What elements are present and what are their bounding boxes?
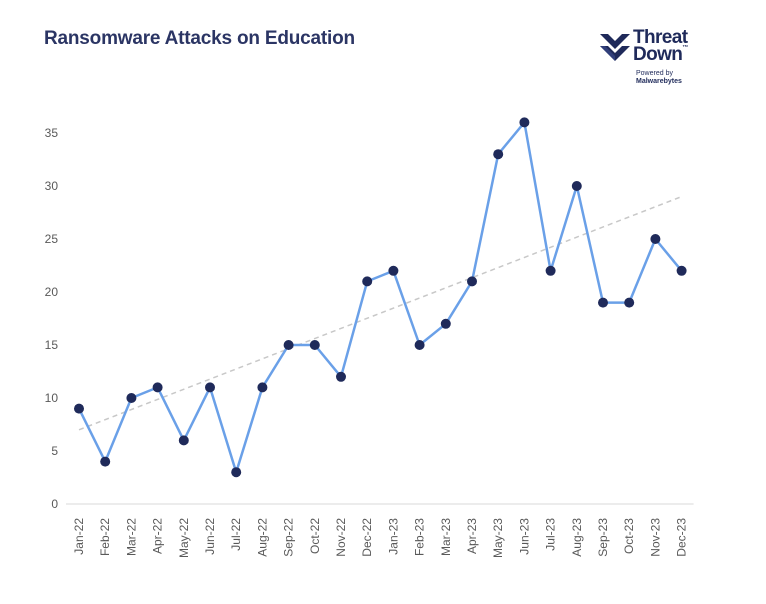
logo-powered-by: Powered by Malwarebytes — [636, 70, 682, 85]
data-point — [440, 318, 451, 329]
x-tick-label: Oct-23 — [622, 518, 636, 554]
x-tick-label: Aug-23 — [570, 518, 584, 557]
x-tick-label: Jul-23 — [544, 518, 558, 551]
data-point — [598, 297, 608, 308]
logo-powered-label: Powered by — [636, 70, 673, 77]
x-tick-label: Jun-22 — [203, 518, 217, 555]
data-point — [74, 403, 84, 414]
data-point — [231, 467, 242, 478]
data-point — [493, 149, 504, 160]
logo-brand: Malwarebytes — [636, 77, 682, 85]
data-point — [336, 371, 346, 382]
x-tick-label: Feb-22 — [98, 518, 112, 556]
x-tick-label: Feb-23 — [413, 518, 427, 556]
logo-text-down: Down — [633, 44, 683, 65]
threatdown-chevron-icon — [600, 34, 630, 61]
x-tick-label: Dec-22 — [360, 518, 374, 557]
x-tick-label: Mar-22 — [124, 518, 138, 556]
x-tick-label: Jan-22 — [72, 518, 86, 555]
series-line — [77, 121, 683, 474]
x-tick-label: Jun-23 — [517, 518, 531, 555]
data-point — [178, 435, 189, 446]
data-point — [257, 382, 268, 393]
x-tick-label: Apr-22 — [151, 518, 165, 554]
x-tick-label: May-23 — [491, 518, 505, 558]
data-point — [362, 276, 373, 287]
x-tick-label: Nov-23 — [648, 518, 662, 557]
x-tick-label: Nov-22 — [334, 518, 348, 557]
x-tick-label: May-22 — [177, 518, 191, 558]
y-tick-label: 10 — [45, 391, 59, 405]
x-tick-label: Sep-22 — [282, 518, 296, 557]
y-tick-label: 5 — [51, 444, 58, 458]
y-tick-label: 15 — [45, 338, 59, 352]
logo-text-threat: Threat — [633, 27, 688, 48]
data-point — [624, 297, 635, 308]
x-tick-label: Jul-22 — [229, 518, 243, 551]
data-point — [467, 276, 477, 287]
data-point — [519, 117, 530, 128]
data-point — [152, 382, 163, 393]
data-point — [283, 340, 294, 350]
trend-line — [78, 195, 682, 431]
data-point — [100, 456, 111, 467]
data-point — [388, 265, 399, 276]
data-point — [545, 265, 556, 276]
x-tick-label: Oct-22 — [308, 518, 322, 554]
y-tick-label: 25 — [45, 232, 59, 246]
y-tick-label: 0 — [51, 497, 58, 511]
data-point — [126, 393, 137, 403]
x-tick-label: Jan-23 — [386, 518, 400, 555]
x-tick-label: Aug-22 — [255, 518, 269, 557]
logo-trademark: ™ — [682, 45, 688, 51]
data-point — [650, 234, 661, 244]
x-tick-label: Dec-23 — [675, 518, 689, 557]
y-tick-label: 20 — [45, 285, 59, 299]
data-point — [309, 340, 320, 350]
y-tick-label: 35 — [45, 126, 59, 140]
data-point — [414, 340, 425, 350]
data-point — [676, 265, 687, 276]
chart-title: Ransomware Attacks on Education — [44, 28, 355, 49]
x-tick-label: Mar-23 — [439, 518, 453, 556]
x-tick-label: Sep-23 — [596, 518, 610, 557]
threatdown-logo: Threat Down™ Powered by Malwarebytes — [598, 28, 708, 90]
data-point — [205, 382, 215, 393]
y-tick-label: 30 — [45, 179, 59, 193]
x-tick-label: Apr-23 — [465, 518, 479, 554]
data-point — [571, 181, 582, 191]
